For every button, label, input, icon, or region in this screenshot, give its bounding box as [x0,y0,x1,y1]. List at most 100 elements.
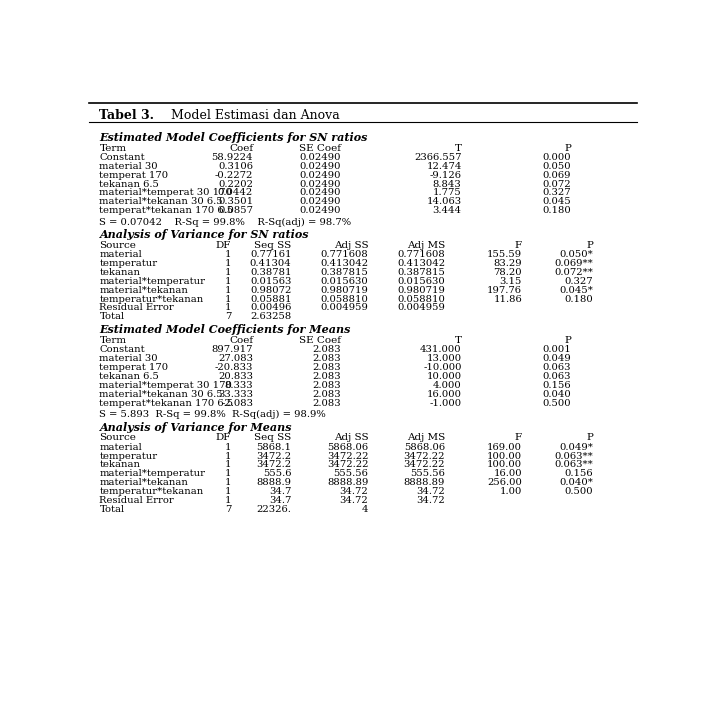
Text: 0.050*: 0.050* [559,251,593,259]
Text: 1: 1 [224,286,231,295]
Text: Total: Total [99,505,125,513]
Text: 34.72: 34.72 [416,496,445,505]
Text: Analysis of Variance for Means: Analysis of Variance for Means [99,421,292,433]
Text: Model Estimasi dan Anova: Model Estimasi dan Anova [163,109,339,122]
Text: 1: 1 [224,304,231,312]
Text: 0.072: 0.072 [543,180,571,189]
Text: DF: DF [216,434,231,442]
Text: 0.180: 0.180 [542,206,571,215]
Text: -10.000: -10.000 [423,363,462,372]
Text: 0.02490: 0.02490 [299,162,341,171]
Text: 0.001: 0.001 [542,345,571,355]
Text: material*tekanan 30 6.5: material*tekanan 30 6.5 [99,197,223,206]
Text: 0.0857: 0.0857 [218,206,253,215]
Text: Adj MS: Adj MS [407,434,445,442]
Text: 0.072**: 0.072** [554,268,593,277]
Text: 0.050: 0.050 [543,162,571,171]
Text: 0.413042: 0.413042 [397,259,445,269]
Text: 2.083: 2.083 [312,381,341,390]
Text: -1.000: -1.000 [430,398,462,408]
Text: 0.3501: 0.3501 [218,197,253,206]
Text: Source: Source [99,434,137,442]
Text: 2.63258: 2.63258 [250,312,292,321]
Text: temperat*tekanan 170 6.5: temperat*tekanan 170 6.5 [99,398,234,408]
Text: 3472.22: 3472.22 [404,452,445,461]
Text: 3472.2: 3472.2 [256,460,292,470]
Text: Term: Term [99,144,127,153]
Text: SE Coef: SE Coef [299,144,341,153]
Text: 0.02490: 0.02490 [299,171,341,180]
Text: SE Coef: SE Coef [299,336,341,345]
Text: 0.063: 0.063 [543,372,571,381]
Text: Residual Error: Residual Error [99,304,174,312]
Text: 0.063**: 0.063** [554,460,593,470]
Text: 197.76: 197.76 [487,286,522,295]
Text: 22326.: 22326. [256,505,292,513]
Text: 16.00: 16.00 [493,470,522,478]
Text: temperatur*tekanan: temperatur*tekanan [99,487,204,496]
Text: 0.02490: 0.02490 [299,197,341,206]
Text: 0.004959: 0.004959 [321,304,368,312]
Text: 0.156: 0.156 [543,381,571,390]
Text: 0.069: 0.069 [543,171,571,180]
Text: material*temperat 30 170: material*temperat 30 170 [99,381,232,390]
Text: material*temperatur: material*temperatur [99,470,205,478]
Text: 5868.1: 5868.1 [256,443,292,452]
Text: 0.040*: 0.040* [559,478,593,487]
Text: 100.00: 100.00 [487,460,522,470]
Text: Total: Total [99,312,125,321]
Text: 83.29: 83.29 [493,259,522,269]
Text: 5868.06: 5868.06 [327,443,368,452]
Text: 0.387815: 0.387815 [321,268,368,277]
Text: Constant: Constant [99,345,145,355]
Text: material 30: material 30 [99,162,158,171]
Text: 555.56: 555.56 [333,470,368,478]
Text: 1.00: 1.00 [500,487,522,496]
Text: 13.000: 13.000 [426,354,462,363]
Text: 3472.22: 3472.22 [327,460,368,470]
Text: 0.045*: 0.045* [559,286,593,295]
Text: 0.413042: 0.413042 [320,259,368,269]
Text: 0.327: 0.327 [565,277,593,286]
Text: T: T [455,336,462,345]
Text: 0.77161: 0.77161 [250,251,292,259]
Text: 0.41304: 0.41304 [250,259,292,269]
Text: 34.7: 34.7 [269,496,292,505]
Text: 0.771608: 0.771608 [321,251,368,259]
Text: temperatur: temperatur [99,259,158,269]
Text: 2.083: 2.083 [312,390,341,398]
Text: 1: 1 [224,294,231,304]
Text: 0.045: 0.045 [542,197,571,206]
Text: material*tekanan: material*tekanan [99,478,188,487]
Text: 8888.89: 8888.89 [327,478,368,487]
Text: 0.063: 0.063 [543,363,571,372]
Text: 0.015630: 0.015630 [321,277,368,286]
Text: Constant: Constant [99,153,145,162]
Text: 555.6: 555.6 [263,470,292,478]
Text: 4.000: 4.000 [433,381,462,390]
Text: F: F [515,241,522,250]
Text: 555.56: 555.56 [410,470,445,478]
Text: tekanan: tekanan [99,460,140,470]
Text: 0.2202: 0.2202 [218,180,253,189]
Text: tekanan 6.5: tekanan 6.5 [99,180,159,189]
Text: F: F [515,434,522,442]
Text: temperat 170: temperat 170 [99,171,169,180]
Text: 0.327: 0.327 [543,188,571,197]
Text: Estimated Model Coefficients for Means: Estimated Model Coefficients for Means [99,325,351,335]
Text: 0.500: 0.500 [565,487,593,496]
Text: 1: 1 [224,470,231,478]
Text: 1: 1 [224,268,231,277]
Text: 1: 1 [224,251,231,259]
Text: 33.333: 33.333 [218,390,253,398]
Text: 0.000: 0.000 [543,153,571,162]
Text: 0.980719: 0.980719 [321,286,368,295]
Text: Coef: Coef [229,336,253,345]
Text: 34.72: 34.72 [340,496,368,505]
Text: 2.083: 2.083 [312,363,341,372]
Text: 0.980719: 0.980719 [397,286,445,295]
Text: P: P [564,336,571,345]
Text: 897.917: 897.917 [212,345,253,355]
Text: 58.9224: 58.9224 [212,153,253,162]
Text: 1.775: 1.775 [433,188,462,197]
